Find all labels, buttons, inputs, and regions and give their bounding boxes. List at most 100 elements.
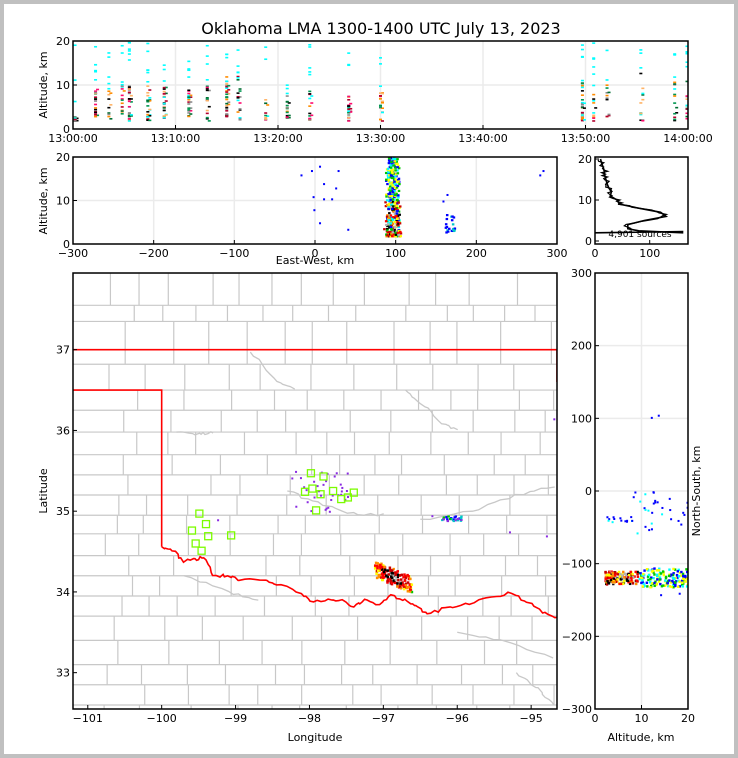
source-point	[236, 76, 240, 79]
source-point	[205, 89, 209, 92]
source-cell	[621, 576, 624, 579]
source-cell	[385, 227, 389, 231]
source-cell	[388, 161, 392, 164]
source-cell	[683, 579, 686, 582]
source-point	[164, 100, 168, 102]
source-cell	[624, 520, 627, 523]
source-cell	[447, 227, 451, 230]
source-cell	[460, 515, 463, 518]
source-cell	[678, 580, 681, 583]
source-cell	[676, 570, 680, 573]
station-marker	[187, 526, 197, 535]
hist-x-tick-label: 0	[592, 247, 599, 260]
source-cell	[627, 572, 630, 576]
source-point	[379, 85, 382, 87]
source-point	[107, 98, 111, 100]
source-point	[127, 100, 131, 103]
source-point	[308, 67, 312, 69]
source-cell	[325, 507, 328, 510]
source-cell	[410, 590, 414, 594]
source-point	[148, 114, 152, 116]
source-cell	[390, 193, 394, 196]
source-cell	[310, 170, 313, 173]
source-cell	[391, 569, 394, 572]
source-point	[148, 114, 152, 117]
source-point	[308, 73, 312, 76]
source-cell	[393, 220, 396, 223]
source-cell	[375, 572, 378, 575]
source-point	[148, 97, 152, 99]
source-cell	[683, 513, 686, 516]
time-x-tick-label: 14:00:00	[663, 132, 712, 145]
source-cell	[389, 166, 393, 169]
source-point	[225, 98, 229, 101]
source-point	[107, 93, 111, 96]
source-cell	[658, 576, 662, 579]
source-point	[285, 114, 289, 117]
ew-x-tick-label: 0	[312, 247, 319, 260]
source-point	[592, 116, 596, 119]
source-point	[73, 117, 77, 120]
source-point	[227, 92, 231, 95]
source-cell	[614, 572, 617, 576]
source-cell	[403, 574, 407, 578]
source-point	[94, 107, 98, 109]
source-point	[379, 98, 382, 100]
source-cell	[339, 483, 342, 486]
source-point	[187, 60, 191, 63]
ew-x-tick-label: 200	[466, 247, 487, 260]
source-cell	[396, 166, 399, 169]
source-point	[347, 116, 351, 119]
source-cell	[393, 571, 397, 574]
source-cell	[661, 506, 664, 509]
source-cell	[394, 207, 398, 210]
source-cell	[629, 570, 632, 574]
source-cell	[669, 581, 673, 584]
source-point	[347, 108, 351, 111]
source-cell	[647, 573, 651, 577]
source-cell	[409, 577, 412, 581]
source-cell	[313, 209, 316, 212]
source-cell	[345, 489, 348, 492]
source-cell	[397, 578, 400, 582]
source-point	[225, 90, 229, 92]
source-cell	[607, 581, 610, 585]
source-point	[605, 98, 609, 101]
station-marker	[306, 469, 316, 478]
source-cell	[616, 579, 619, 583]
source-cell	[631, 519, 634, 522]
source-cell	[672, 586, 675, 589]
source-cell	[400, 578, 403, 581]
source-cell	[388, 230, 392, 233]
source-cell	[390, 162, 394, 165]
source-cell	[386, 579, 389, 583]
source-point	[685, 65, 688, 68]
source-cell	[395, 202, 399, 205]
source-point	[285, 104, 289, 107]
time-x-tick-label: 13:50:00	[561, 132, 610, 145]
source-point	[73, 79, 77, 81]
source-cell	[542, 170, 545, 173]
source-cell	[388, 212, 391, 215]
source-cell	[331, 198, 334, 201]
source-cell	[643, 507, 646, 510]
source-point	[580, 55, 584, 58]
source-point	[225, 106, 229, 109]
source-cell	[645, 581, 649, 585]
source-point	[127, 112, 131, 114]
source-point	[641, 119, 645, 122]
source-cell	[405, 586, 409, 590]
source-cell	[670, 518, 673, 521]
source-cell	[319, 165, 322, 168]
source-cell	[327, 506, 330, 509]
source-point	[580, 44, 584, 46]
source-cell	[614, 574, 617, 577]
source-cell	[384, 220, 388, 223]
source-point	[146, 118, 150, 120]
map-axes	[72, 272, 558, 710]
source-cell	[396, 575, 400, 579]
source-cell	[391, 176, 395, 180]
source-point	[685, 50, 688, 53]
source-cell	[605, 573, 609, 577]
source-cell	[661, 513, 664, 516]
